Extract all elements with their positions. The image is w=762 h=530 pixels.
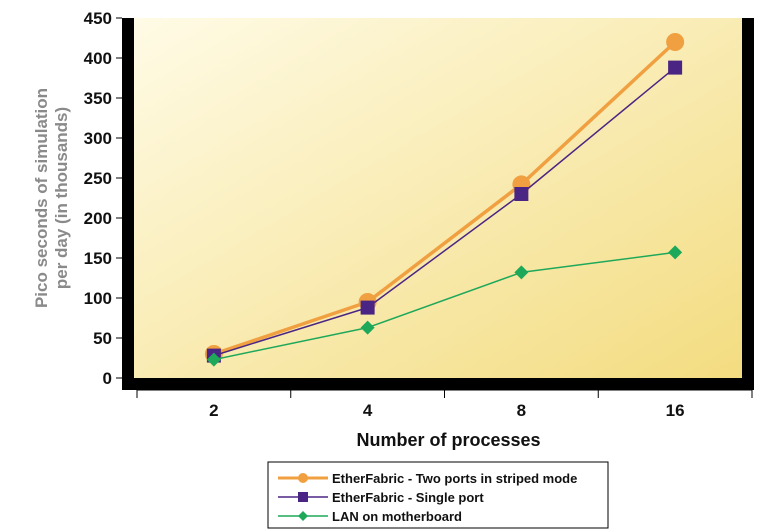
series-line bbox=[213, 251, 676, 361]
y-tick-label: 450 bbox=[84, 9, 112, 28]
x-tick-label: 8 bbox=[517, 401, 526, 420]
data-point bbox=[360, 320, 375, 335]
legend-marker bbox=[298, 492, 308, 502]
legend-box bbox=[267, 461, 609, 529]
legend-item: EtherFabric - Two ports in striped mode bbox=[278, 471, 577, 486]
series-line bbox=[213, 40, 677, 356]
plot-area bbox=[134, 18, 742, 378]
y-tick-label: 200 bbox=[84, 209, 112, 228]
y-tick-label: 300 bbox=[84, 129, 112, 148]
y-axis-title-line-1: Pico seconds of simulation bbox=[32, 88, 51, 308]
data-point bbox=[514, 265, 529, 280]
y-tick-label: 50 bbox=[93, 329, 112, 348]
legend-item: LAN on motherboard bbox=[278, 509, 462, 524]
data-point bbox=[360, 300, 375, 315]
data-point bbox=[668, 245, 683, 260]
data-point bbox=[666, 33, 685, 51]
legend-marker bbox=[298, 511, 308, 521]
x-tick-label: 16 bbox=[666, 401, 685, 420]
series-line bbox=[213, 67, 676, 357]
x-axis-title: Number of processes bbox=[356, 430, 540, 450]
x-tick-label: 2 bbox=[209, 401, 218, 420]
y-axis-title-line-2: per day (in thousands) bbox=[52, 107, 71, 289]
legend-label: LAN on motherboard bbox=[332, 509, 462, 524]
legend-marker bbox=[298, 473, 308, 483]
y-tick-label: 150 bbox=[84, 249, 112, 268]
legend-label: EtherFabric - Two ports in striped mode bbox=[332, 471, 577, 486]
y-tick-label: 250 bbox=[84, 169, 112, 188]
data-point bbox=[668, 60, 683, 75]
y-tick-label: 350 bbox=[84, 89, 112, 108]
y-tick-label: 0 bbox=[103, 369, 112, 388]
legend-label: EtherFabric - Single port bbox=[332, 490, 484, 505]
y-tick-label: 400 bbox=[84, 49, 112, 68]
data-point bbox=[514, 187, 529, 201]
y-tick-label: 100 bbox=[84, 289, 112, 308]
legend-item: EtherFabric - Single port bbox=[278, 490, 484, 505]
x-tick-label: 4 bbox=[363, 401, 373, 420]
data-point bbox=[206, 352, 221, 367]
